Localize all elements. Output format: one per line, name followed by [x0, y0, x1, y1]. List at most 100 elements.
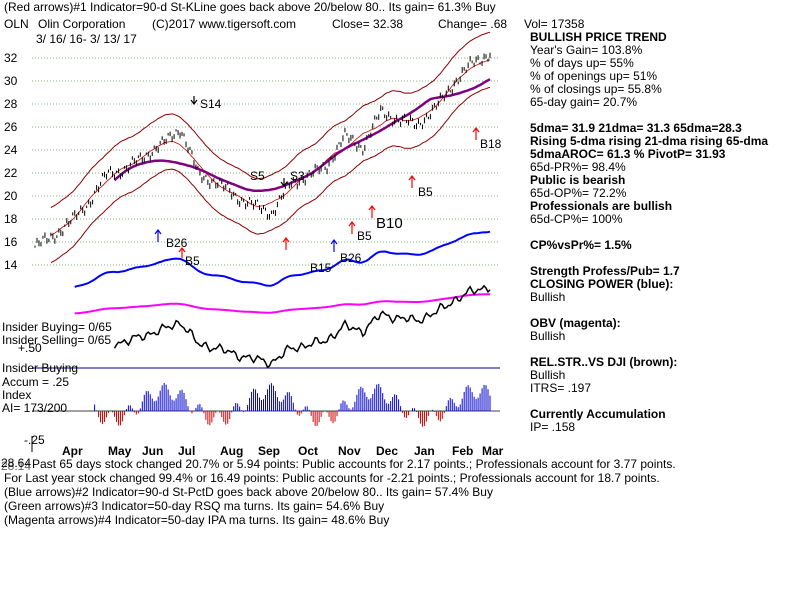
footer-line-5: (Magenta arrows)#4 Indicator=50-day IPA … — [4, 513, 390, 527]
y-tick-label: 32 — [4, 51, 18, 65]
signal-arrow-head — [472, 127, 480, 133]
insider-selling-label: Insider Selling= 0/65 — [2, 333, 112, 347]
x-axis-ticks: Apr May Jun Jul Aug Sep Oct Nov Dec Jan Feb Mar — [62, 444, 504, 458]
x-tick-label: Jun — [142, 444, 163, 458]
signal-arrow-head — [330, 239, 338, 245]
closing-power-path — [74, 230, 491, 288]
footer-line-3: (Blue arrows)#2 Indicator=90-d St-PctD g… — [4, 485, 493, 499]
close-value: Close= 32.38 — [332, 17, 404, 31]
signal-arrow-head — [282, 237, 290, 243]
accum-label: Accum = .25 — [2, 375, 70, 389]
panel-title: BULLISH PRICE TREND — [530, 30, 667, 44]
signal-arrow-head — [190, 99, 198, 105]
panel-line: Year's Gain= 103.8% — [530, 43, 643, 57]
panel-line: Strength Profess/Pub= 1.7 — [530, 264, 680, 278]
signal-label: B26 — [166, 236, 188, 250]
panel-line: 65-day gain= 20.7% — [530, 95, 638, 109]
panel-line: Public is bearish — [530, 173, 626, 187]
panel-line: 65d-OP%= 72.2% — [530, 186, 627, 200]
copyright: (C)2017 www.tigersoft.com — [152, 17, 297, 31]
panel-line: CLOSING POWER (blue): — [530, 277, 674, 291]
signal-label: B15 — [310, 261, 332, 275]
x-tick-label: Jan — [414, 444, 435, 458]
panel-line: Bullish — [530, 290, 566, 304]
ai-label: AI= 173/200 — [2, 401, 68, 415]
panel-line: Currently Accumulation — [530, 407, 666, 421]
signal-label: B10 — [376, 215, 403, 232]
indicator-1-line: (Red arrows)#1 Indicator=90-d St-KLine g… — [4, 0, 496, 14]
x-tick-label: Jul — [178, 444, 195, 458]
y-tick-label: 30 — [4, 74, 18, 88]
plus-50-label: +.50 — [18, 341, 42, 355]
signal-arrow-head — [178, 247, 186, 253]
y-tick-label: 24 — [4, 143, 18, 157]
signal-label: B5 — [357, 229, 372, 243]
panel-line: Bullish — [530, 368, 566, 382]
x-tick-label: Dec — [376, 444, 398, 458]
footer-line-2: For Last year stock changed 99.4% or 16.… — [4, 471, 660, 485]
signal-label: B5 — [185, 254, 200, 268]
signal-label: S14 — [200, 97, 222, 111]
panel-line: Rising 5-dma rising 21-dma rising 65-dma — [530, 134, 769, 148]
panel-line: Bullish — [530, 329, 566, 343]
panel-line: Professionals are bullish — [530, 199, 673, 213]
panel-line: CP%vsPr%= 1.5% — [530, 238, 632, 252]
signal-label: S3 — [290, 169, 305, 183]
signal-arrow-head — [154, 229, 162, 235]
signal-label: B5 — [418, 185, 433, 199]
x-tick-label: Aug — [220, 444, 243, 458]
panel-line: % of days up= 55% — [530, 56, 634, 70]
panel-line: 65d-PR%= 98.4% — [530, 160, 626, 174]
symbol: OLN — [4, 17, 29, 31]
panel-line: % of openings up= 51% — [530, 69, 658, 83]
grid-lines — [31, 57, 500, 452]
mid-band — [50, 59, 491, 236]
ma65-line — [113, 78, 491, 193]
volume-value: Vol= 17358 — [524, 17, 585, 31]
panel-line: 65d-CP%= 100% — [530, 212, 623, 226]
change-value: Change= .68 — [438, 17, 508, 31]
signal-label: S5 — [250, 169, 265, 183]
x-tick-label: Sep — [258, 444, 280, 458]
panel-line: 5dma= 31.9 21dma= 31.3 65dma=28.3 — [530, 121, 742, 135]
info-panel: BULLISH PRICE TREND Year's Gain= 103.8% … — [530, 31, 800, 434]
y-tick-label: 26 — [4, 120, 18, 134]
lower-band — [50, 86, 491, 264]
y-tick-label: 16 — [4, 235, 18, 249]
footer-line-4: (Green arrows)#3 Indicator=50-day RSQ ma… — [4, 499, 385, 513]
ma65-path — [113, 78, 491, 193]
footer-line-1: Past 65 days stock changed 20.7% or 5.94… — [32, 457, 676, 471]
signal-arrow-head — [280, 181, 288, 187]
panel-line: IP= .158 — [530, 420, 576, 434]
index-label: Index — [2, 388, 32, 402]
panel-line: OBV (magenta): — [530, 316, 621, 330]
signal-arrows: S14 S5 S3 B5 B26 B5 B15 B10 B5 B18 B26 — [154, 96, 502, 275]
signal-arrow-head — [408, 175, 416, 181]
y-axis-ticks: 32 30 28 26 24 22 20 18 16 14 — [4, 51, 18, 272]
obv-path — [74, 293, 490, 315]
obv-line — [74, 293, 490, 315]
rel-strength-path — [113, 284, 491, 369]
panel-line: % of closings up= 55.8% — [530, 82, 662, 96]
y-tick-label: 14 — [4, 258, 18, 272]
date-range: 3/ 16/ 16- 3/ 13/ 17 — [36, 32, 137, 46]
x-tick-label: Feb — [452, 444, 473, 458]
accumulation-bars — [94, 383, 491, 427]
y-tick-label: 28 — [4, 97, 18, 111]
x-tick-label: Nov — [338, 444, 361, 458]
x-tick-label: May — [108, 444, 132, 458]
y-tick-label: 20 — [4, 189, 18, 203]
signal-label: B26 — [340, 251, 362, 265]
signal-label: B18 — [480, 137, 502, 151]
price-chart: 32 30 28 26 24 22 20 18 16 14 Apr May Jun Jul Aug Sep O… — [4, 31, 504, 458]
panel-line: ITRS= .197 — [530, 381, 592, 395]
relative-strength-line — [113, 284, 491, 369]
company-name: Olin Corporation — [38, 17, 126, 31]
y-tick-label: 22 — [4, 166, 18, 180]
price-series — [34, 52, 491, 248]
panel-line: 5dmaAROC= 61.3 % PivotP= 31.93 — [530, 147, 726, 161]
y-tick-label: 18 — [4, 212, 18, 226]
panel-line: REL.STR..VS DJI (brown): — [530, 355, 678, 369]
left-price-2: 28.14 — [1, 459, 32, 473]
x-tick-label: Oct — [298, 444, 318, 458]
